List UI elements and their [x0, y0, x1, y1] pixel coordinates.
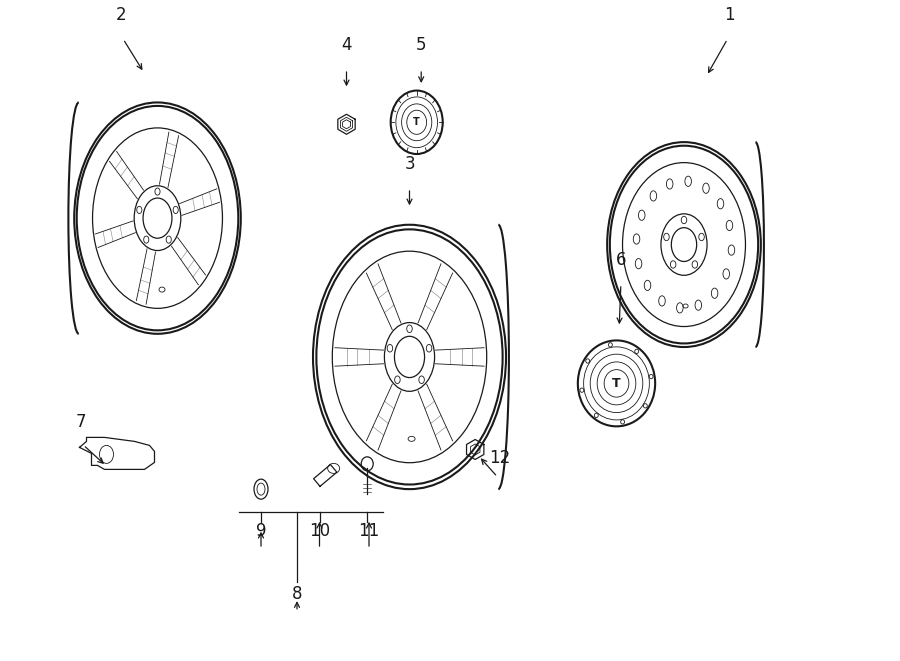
Text: 12: 12 [489, 449, 510, 467]
Text: 5: 5 [416, 36, 427, 54]
Text: 4: 4 [341, 36, 352, 54]
Text: 11: 11 [358, 522, 380, 540]
Text: 7: 7 [76, 413, 86, 431]
Text: 10: 10 [309, 522, 330, 540]
Text: T: T [612, 377, 621, 390]
Text: 1: 1 [724, 7, 734, 24]
Text: 9: 9 [256, 522, 266, 540]
Text: 8: 8 [292, 585, 302, 603]
Text: 6: 6 [616, 251, 626, 269]
Text: 3: 3 [404, 155, 415, 173]
Text: T: T [413, 117, 420, 128]
Text: 2: 2 [116, 7, 127, 24]
